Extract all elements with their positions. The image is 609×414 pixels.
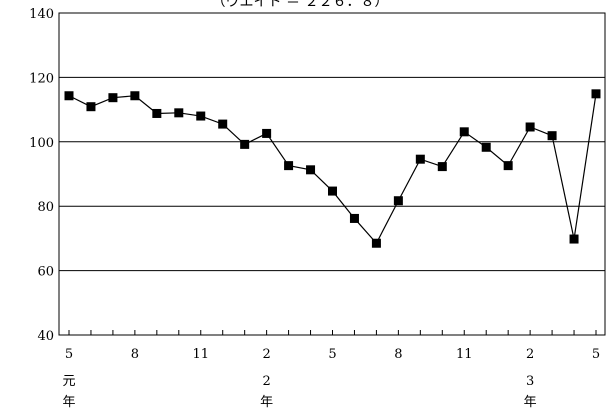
y-tick-label: 40 xyxy=(37,329,54,344)
data-point-marker xyxy=(262,128,272,138)
data-point-marker xyxy=(569,234,579,244)
x-tick-label: 元 xyxy=(62,374,75,389)
x-tick-label: 年 xyxy=(524,395,537,410)
y-tick-label: 120 xyxy=(29,71,54,86)
data-point-marker xyxy=(349,213,359,223)
data-point-marker xyxy=(459,127,469,137)
x-tick-label: 年 xyxy=(62,395,75,410)
x-tick-label: 5 xyxy=(592,347,600,362)
data-point-marker xyxy=(240,139,250,149)
data-point-marker xyxy=(86,102,96,112)
data-point-marker xyxy=(393,196,403,206)
data-point-marker xyxy=(130,91,140,101)
data-point-marker xyxy=(152,108,162,118)
data-point-marker xyxy=(218,119,228,129)
data-point-marker xyxy=(328,186,337,196)
y-tick-label: 60 xyxy=(37,265,54,280)
x-tick-label: 5 xyxy=(328,347,336,362)
chart-title: （ウエイト ＝ ２２６．８） xyxy=(212,0,389,10)
data-point-marker xyxy=(64,91,74,101)
data-point-marker xyxy=(415,154,425,164)
y-tick-label: 80 xyxy=(37,200,54,215)
x-tick-label: 5 xyxy=(65,347,73,362)
data-point-marker xyxy=(503,161,513,171)
data-point-marker xyxy=(525,122,535,132)
series-layer xyxy=(64,89,601,248)
data-point-marker xyxy=(481,142,491,152)
data-point-marker xyxy=(371,238,381,248)
x-tick-label: 年 xyxy=(260,395,273,410)
data-point-marker xyxy=(591,89,601,99)
data-point-marker xyxy=(174,108,184,118)
x-tick-label: 8 xyxy=(131,347,139,362)
x-tick-label: 2 xyxy=(262,374,270,389)
series-line xyxy=(68,93,597,245)
x-tick-label: 11 xyxy=(192,347,209,362)
grid-layer xyxy=(59,76,605,272)
data-point-marker xyxy=(284,161,294,171)
x-tick-label: 2 xyxy=(526,347,534,362)
x-tick-label: 2 xyxy=(262,347,270,362)
y-tick-label: 100 xyxy=(29,136,54,151)
data-point-marker xyxy=(437,162,447,172)
data-point-marker xyxy=(547,131,557,141)
data-point-marker xyxy=(196,111,206,121)
x-tick-label: 8 xyxy=(394,347,402,362)
y-tick-label: 140 xyxy=(29,7,54,22)
x-tick-label: 3 xyxy=(526,374,534,389)
x-tick-label: 11 xyxy=(456,347,473,362)
data-point-marker xyxy=(306,165,316,175)
data-point-marker xyxy=(108,93,118,103)
y-axis: 40 60 80 100 120 140 xyxy=(29,7,54,344)
plot-area-frame xyxy=(58,12,606,336)
